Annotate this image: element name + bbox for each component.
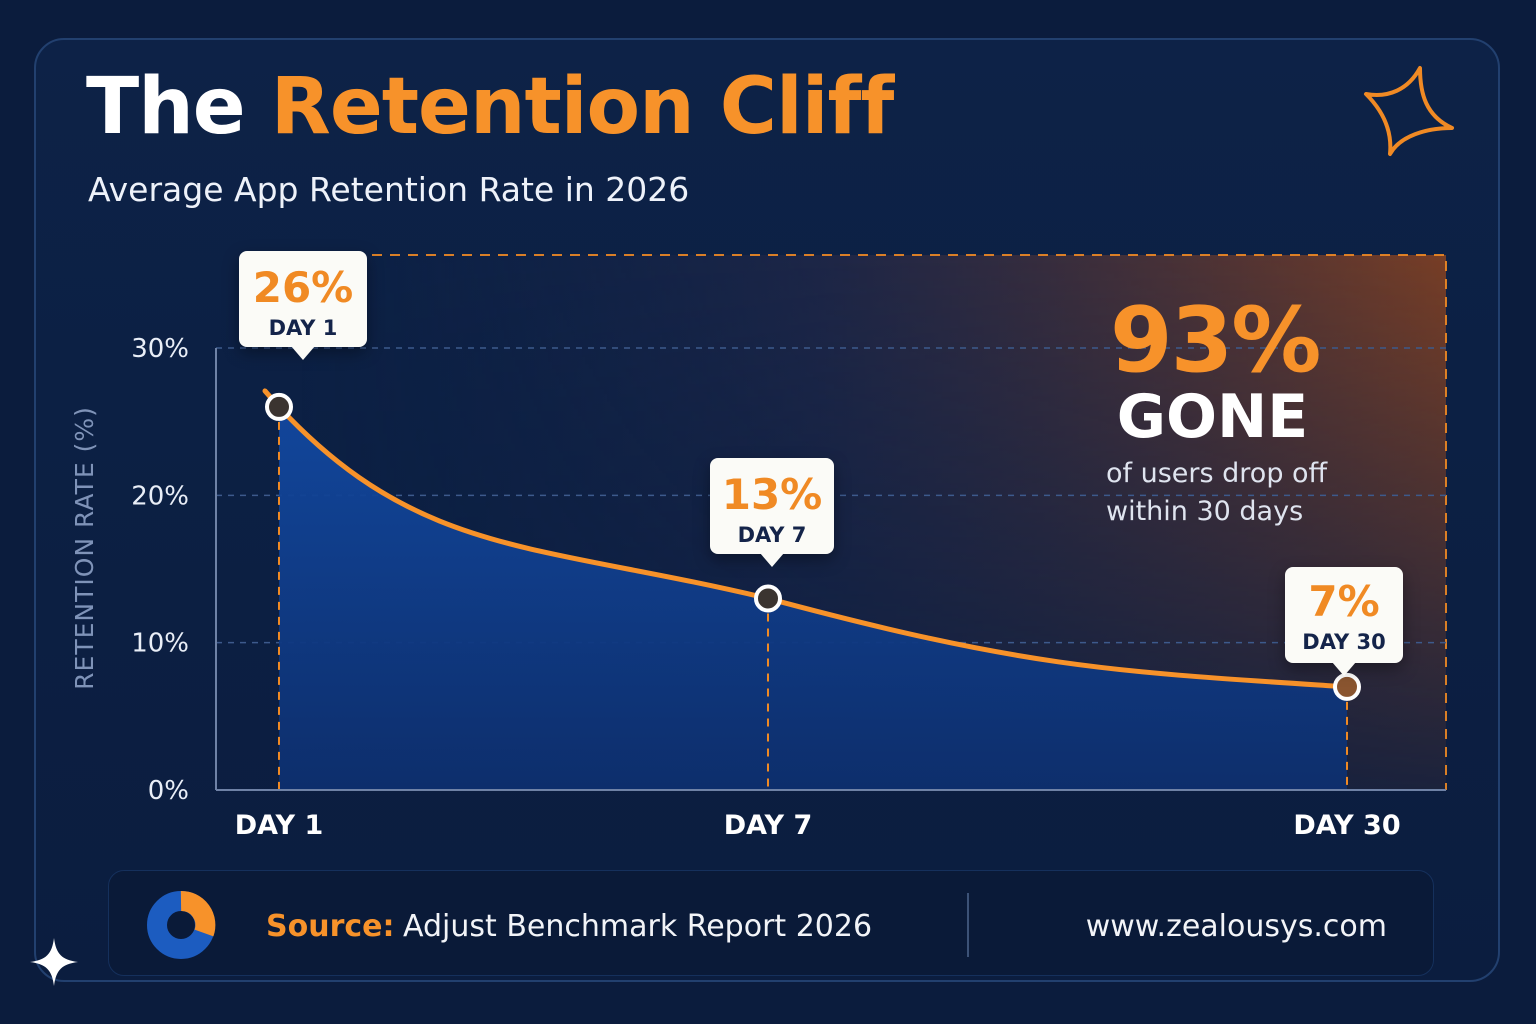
title-part-1: The [86, 62, 271, 152]
y-tick-label: 0% [148, 776, 189, 806]
highlight-word: GONE [1116, 382, 1309, 452]
highlight-zone-border [300, 254, 1447, 790]
x-axis-ticks: DAY 1 DAY 7 DAY 30 [235, 810, 1401, 841]
source-label: Source: [266, 909, 395, 944]
highlight-caption: of users drop off within 30 days [1106, 455, 1346, 531]
y-tick-label: 10% [131, 629, 189, 659]
callout-day: DAY 30 [1302, 630, 1386, 654]
x-tick-label: DAY 30 [1293, 810, 1400, 841]
callout-day-7: 13% DAY 7 [710, 458, 834, 567]
callout-day: DAY 7 [737, 523, 807, 547]
retention-chart: 0% 10% 20% 30% DAY 1 DAY 7 DAY 30 RETENTION R… [70, 254, 1447, 841]
highlight-caption-line-2: within 30 days [1106, 496, 1304, 527]
source-text: Adjust Benchmark Report 2026 [403, 909, 873, 944]
y-axis-ticks: 0% 10% 20% 30% [131, 334, 189, 806]
page-subtitle: Average App Retention Rate in 2026 [88, 170, 690, 209]
source-footer: Source: Adjust Benchmark Report 2026 www… [108, 870, 1434, 976]
callout-day-30: 7% DAY 30 [1285, 567, 1403, 676]
callout-day: DAY 1 [268, 316, 338, 340]
sparkle-filled-icon [30, 938, 78, 986]
y-axis-label: RETENTION RATE (%) [70, 406, 99, 690]
data-point-day-7 [754, 584, 782, 613]
y-tick-label: 20% [131, 481, 189, 511]
highlight-caption-line-1: of users drop off [1106, 458, 1328, 489]
website-link[interactable]: www.zealousys.com [1085, 909, 1387, 944]
x-tick-label: DAY 1 [235, 810, 323, 841]
x-tick-label: DAY 7 [724, 810, 812, 841]
callout-value: 13% [721, 470, 823, 519]
footer-divider [967, 893, 969, 957]
drop-lines [278, 406, 1348, 790]
callout-value: 7% [1308, 577, 1380, 626]
page-title: The Retention Cliff [86, 62, 895, 152]
donut-chart-icon [147, 891, 216, 959]
callout-value: 26% [252, 263, 354, 312]
title-part-2: Retention Cliff [270, 62, 895, 152]
callout-day-1: 26% DAY 1 [239, 251, 367, 360]
sparkle-outline-icon [1364, 66, 1454, 156]
retention-area [279, 406, 1347, 790]
data-points [265, 392, 1361, 701]
y-tick-label: 30% [131, 334, 189, 364]
data-point-day-1 [265, 392, 293, 421]
highlight-percent: 93% [1110, 288, 1321, 393]
data-point-day-30 [1333, 672, 1361, 701]
